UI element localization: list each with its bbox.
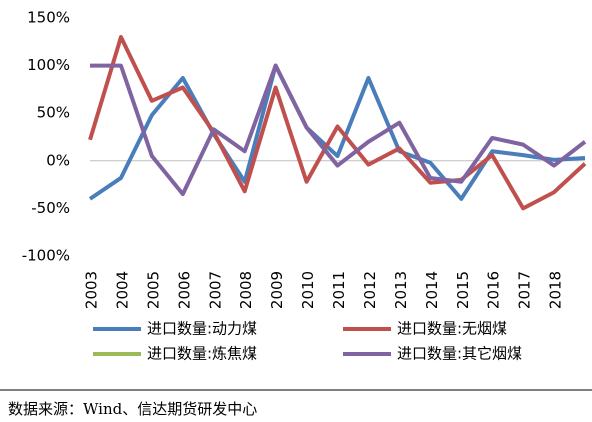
y-tick-label: 0%	[46, 151, 70, 169]
x-tick-label: 2005	[144, 271, 162, 309]
y-tick-label: 50%	[37, 104, 70, 122]
x-tick-label: 2009	[268, 271, 286, 309]
legend-label: 进口数量:炼焦煤	[147, 345, 257, 363]
y-tick-label: 150%	[27, 9, 70, 27]
x-tick-label: 2004	[113, 271, 131, 309]
x-tick-label: 2003	[83, 271, 101, 309]
x-tick-label: 2016	[485, 271, 503, 309]
x-tick-label: 2007	[206, 271, 224, 309]
y-tick-label: -100%	[22, 247, 70, 265]
x-tick-label: 2017	[516, 271, 534, 309]
series-line	[88, 35, 587, 211]
x-tick-label: 2011	[330, 271, 348, 309]
x-tick-label: 2014	[423, 271, 441, 309]
x-tick-label: 2013	[392, 271, 410, 309]
legend-label: 进口数量:无烟煤	[397, 320, 507, 338]
legend-label: 进口数量:动力煤	[147, 320, 257, 338]
x-tick-label: 2006	[175, 271, 193, 309]
series-line	[88, 63, 586, 201]
x-tick-label: 2015	[454, 271, 472, 309]
legend-label: 进口数量:其它烟煤	[397, 345, 522, 363]
y-tick-label: 100%	[27, 56, 70, 74]
x-tick-label: 2010	[299, 271, 317, 309]
x-tick-label: 2012	[361, 271, 379, 309]
source: 数据来源：Wind、信达期货研发中心	[8, 400, 257, 418]
x-tick-label: 2008	[237, 271, 255, 309]
y-tick-label: -50%	[31, 199, 70, 217]
series-line	[90, 63, 587, 197]
x-tick-label: 2018	[547, 271, 565, 309]
